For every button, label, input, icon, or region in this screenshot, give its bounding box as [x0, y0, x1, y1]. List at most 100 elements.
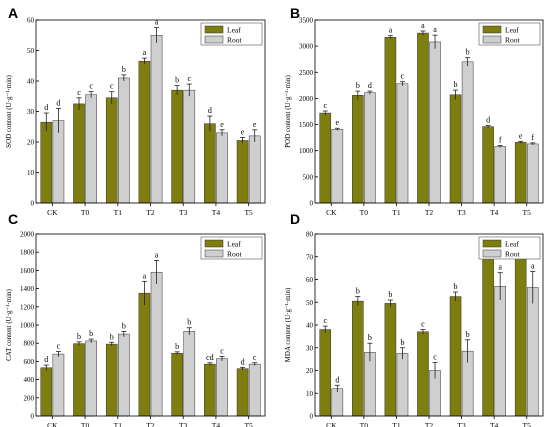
bar-root — [526, 143, 539, 204]
significance-letter: a — [421, 21, 425, 30]
bar-leaf — [417, 331, 429, 417]
significance-letter: c — [77, 88, 81, 97]
bar-leaf — [319, 329, 332, 417]
bar-leaf — [204, 123, 216, 204]
bar-leaf — [105, 343, 118, 417]
bar-root — [150, 35, 163, 204]
x-tick-label: T3 — [457, 421, 466, 427]
y-axis-label: MDA content (U·g⁻¹·min) — [284, 287, 292, 362]
bar-root — [150, 271, 163, 417]
plot-frame — [35, 233, 266, 417]
x-tick-label: T0 — [81, 421, 90, 427]
significance-letter: b — [400, 338, 404, 347]
bar-root — [216, 132, 228, 204]
significance-letter: c — [401, 72, 405, 81]
significance-letter: c — [253, 353, 257, 362]
significance-letter: d — [368, 81, 372, 90]
y-tick-label: 2500 — [299, 69, 314, 77]
significance-letter: e — [336, 118, 340, 127]
significance-letter: b — [110, 332, 114, 341]
legend-swatch-leaf — [204, 239, 224, 248]
significance-letter: c — [187, 74, 191, 83]
legend-swatch-root — [204, 249, 224, 258]
y-axis-label: CAT content (U·g⁻¹·min) — [5, 288, 13, 360]
y-tick-label: 1200 — [20, 303, 35, 311]
y-tick-label: 1000 — [299, 147, 314, 155]
x-tick-label: T2 — [425, 208, 434, 217]
significance-letter: cd — [206, 353, 214, 362]
y-tick-label: 0 — [31, 413, 35, 421]
bar-root — [494, 286, 506, 417]
significance-letter: b — [122, 65, 126, 74]
bar-root — [396, 83, 409, 204]
y-tick-label: 0 — [310, 413, 314, 421]
x-tick-label: T0 — [360, 208, 369, 217]
x-tick-label: T1 — [392, 208, 401, 217]
y-tick-label: 50 — [306, 299, 314, 307]
y-tick-label: 1500 — [299, 121, 314, 129]
bar-leaf — [514, 253, 527, 417]
x-tick-label: CK — [47, 421, 58, 427]
bar-root — [364, 352, 376, 417]
significance-letter: b — [454, 80, 458, 89]
bar-root — [331, 129, 344, 204]
legend-label: Root — [505, 250, 521, 259]
bar-leaf — [352, 300, 364, 417]
bar-root — [526, 287, 539, 417]
y-tick-label: 80 — [306, 231, 314, 239]
bar-root — [331, 388, 344, 417]
significance-letter: b — [454, 282, 458, 291]
significance-letter: b — [175, 76, 179, 85]
legend-swatch-leaf — [482, 239, 502, 248]
significance-letter: a — [143, 271, 147, 280]
legend-label: Leaf — [505, 240, 519, 249]
significance-letter: f — [531, 133, 534, 142]
bar-leaf — [482, 126, 494, 204]
significance-letter: b — [388, 290, 392, 299]
legend-label: Root — [227, 36, 243, 45]
bar-leaf — [73, 343, 85, 417]
legend-swatch-root — [482, 249, 502, 258]
significance-letter: a — [498, 263, 502, 272]
panel-letter: D — [290, 211, 300, 227]
significance-letter: a — [155, 250, 159, 259]
bar-root — [216, 358, 228, 417]
chart-panel-c: Cdb babcddcbbabcc020040060080010001200140… — [5, 211, 266, 427]
y-tick-label: 30 — [27, 108, 35, 116]
bar-root — [118, 333, 130, 417]
y-axis-label: SOD content (U·g⁻¹·min) — [5, 74, 13, 147]
significance-letter: b — [466, 48, 470, 57]
significance-letter: c — [57, 341, 61, 350]
bar-root — [396, 353, 409, 417]
significance-letter: a — [531, 262, 535, 271]
bar-leaf — [204, 363, 216, 417]
bar-root — [248, 363, 261, 417]
bar-root — [461, 61, 474, 204]
bar-leaf — [73, 103, 85, 204]
bar-leaf — [138, 292, 151, 417]
y-tick-label: 1600 — [20, 267, 35, 275]
significance-letter: d — [208, 106, 212, 115]
significance-letter: b — [77, 332, 81, 341]
y-tick-label: 800 — [24, 340, 35, 348]
significance-letter: c — [220, 346, 224, 355]
bar-root — [364, 92, 376, 204]
y-tick-label: 30 — [306, 344, 314, 352]
bar-root — [52, 120, 65, 204]
x-tick-label: T4 — [490, 208, 499, 217]
bar-leaf — [105, 97, 118, 204]
y-tick-label: 40 — [306, 322, 314, 330]
x-tick-label: CK — [326, 421, 337, 427]
legend-swatch-leaf — [204, 25, 224, 34]
y-tick-label: 3500 — [299, 17, 314, 25]
bar-root — [183, 331, 196, 417]
x-tick-label: T3 — [457, 208, 466, 217]
y-tick-label: 70 — [306, 253, 314, 261]
y-tick-label: 60 — [27, 17, 35, 25]
plot-frame — [314, 19, 544, 204]
bar-leaf — [236, 368, 249, 417]
y-tick-label: 2000 — [299, 95, 314, 103]
x-tick-label: T4 — [212, 421, 221, 427]
